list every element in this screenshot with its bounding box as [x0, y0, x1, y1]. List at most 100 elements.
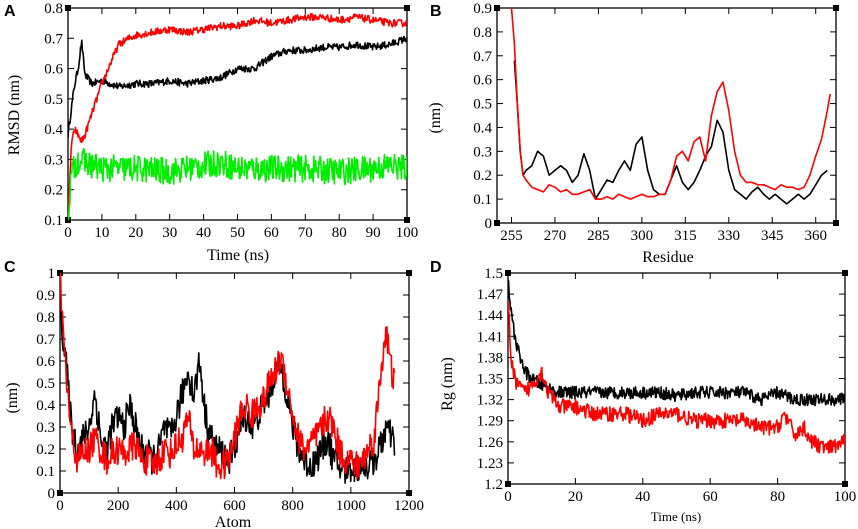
panel-d-x-axis-title: Time (ns) — [651, 509, 701, 524]
x-tick-label: 345 — [761, 228, 784, 244]
y-tick-label: 1.38 — [477, 350, 503, 366]
y-tick-label: 0.6 — [473, 73, 492, 89]
y-tick-label: 0.7 — [44, 31, 63, 47]
y-tick-label: 0 — [485, 216, 493, 232]
panel-d-plot: 0 20 40 60 80 100 1.2 1.23 1.26 1.29 1.32 1.35 1.38 1… — [477, 266, 857, 505]
panel-b-x-axis-title: Residue — [642, 249, 694, 266]
y-tick-label: 0.6 — [44, 62, 63, 78]
panel-c-label: C — [4, 259, 16, 276]
y-tick-label: 0.3 — [473, 144, 492, 160]
y-tick-label: 0.4 — [36, 398, 55, 414]
y-tick-label: 0.6 — [36, 354, 55, 370]
y-tick-label: 0.9 — [36, 288, 55, 304]
x-tick-label: 80 — [770, 489, 785, 505]
panel-a-x-axis-title: Time (ns) — [207, 247, 269, 264]
series-line-red — [508, 300, 845, 454]
y-tick-label: 0.3 — [36, 420, 55, 436]
x-tick-label: 80 — [332, 225, 347, 241]
y-tick-label: 0.8 — [44, 1, 63, 17]
x-tick-label: 30 — [162, 225, 177, 241]
series-line-black — [68, 35, 407, 139]
y-tick-label: 0.5 — [44, 92, 63, 108]
series-line-red — [60, 273, 396, 480]
y-tick-label: 1.41 — [477, 329, 503, 345]
panel-c-y-axis-title: (nm) — [4, 382, 21, 413]
y-tick-label: 0.1 — [36, 464, 55, 480]
x-tick-label: 1200 — [394, 498, 424, 514]
x-tick-label: 800 — [281, 498, 304, 514]
panel-d-label: D — [430, 259, 442, 276]
y-tick-label: 0.2 — [44, 183, 63, 199]
panel-b: B 255 270 285 300 315 330 345 360 0 0.1 0.2 0.3 0.4 0… — [427, 1, 839, 266]
panel-a-plot: 0 10 20 30 40 50 60 70 80 90 100 0.1 0.2 0.3 0.4 0.5 0.6… — [44, 1, 418, 241]
x-tick-label: 20 — [568, 489, 583, 505]
y-tick-label: 1.47 — [477, 287, 504, 303]
x-tick-label: 100 — [834, 489, 857, 505]
series-line-red — [510, 8, 831, 200]
y-tick-label: 0 — [48, 486, 56, 502]
x-tick-label: 70 — [298, 225, 313, 241]
panel-a-y-axis-title: RMSD (nm) — [6, 75, 23, 155]
y-tick-label: 0.5 — [36, 376, 55, 392]
y-tick-label: 0.5 — [473, 97, 492, 113]
x-tick-label: 600 — [223, 498, 246, 514]
y-tick-label: 0.3 — [44, 152, 63, 168]
x-tick-label: 100 — [396, 225, 419, 241]
series-line-green — [68, 147, 407, 220]
x-tick-label: 10 — [94, 225, 109, 241]
panel-b-y-axis-title: (nm) — [427, 102, 444, 133]
panel-c: C 0 200 400 600 800 1000 120000.10.20.30.40.50… — [4, 259, 424, 529]
panel-b-plot: 255 270 285 300 315 330 345 360 0 0.1 0.2 0.3 0.4 0.5… — [473, 1, 839, 244]
y-tick-label: 0.4 — [44, 122, 63, 138]
x-tick-label: 0 — [56, 498, 64, 514]
x-tick-label: 200 — [107, 498, 130, 514]
y-tick-label: 1 — [48, 266, 56, 282]
y-tick-label: 0.9 — [473, 1, 492, 17]
x-tick-label: 255 — [500, 228, 523, 244]
x-tick-label: 40 — [196, 225, 211, 241]
y-tick-label: 0.7 — [36, 332, 55, 348]
x-tick-label: 315 — [674, 228, 697, 244]
x-tick-label: 40 — [635, 489, 650, 505]
plot-frame — [67, 7, 408, 221]
series-line-black — [513, 60, 828, 205]
y-tick-label: 0.7 — [473, 49, 492, 65]
panel-d-y-axis-title: Rg (nm) — [439, 357, 456, 411]
x-tick-label: 270 — [544, 228, 567, 244]
panel-a: A 0 10 20 30 40 50 60 70 80 90 1000.10.20.30.40.50… — [4, 1, 418, 264]
y-tick-label: 0.8 — [36, 310, 55, 326]
panel-d: D 0 20 40 60 80 100 1.2 1.23 1.26 1.29 1.32 1.35 1.3… — [430, 259, 856, 524]
x-tick-label: 0 — [504, 489, 512, 505]
panel-b-label: B — [430, 3, 442, 20]
y-tick-label: 1.44 — [477, 308, 504, 324]
x-tick-label: 400 — [165, 498, 188, 514]
y-tick-label: 1.26 — [477, 435, 504, 451]
plot-frame — [496, 7, 837, 224]
y-tick-label: 0.2 — [36, 442, 55, 458]
x-tick-label: 0 — [64, 225, 72, 241]
series-line-red — [68, 12, 407, 218]
y-tick-label: 0.1 — [44, 213, 63, 229]
y-tick-label: 0.1 — [473, 192, 492, 208]
x-tick-label: 60 — [264, 225, 279, 241]
x-tick-label: 285 — [587, 228, 610, 244]
panel-a-label: A — [4, 3, 16, 20]
x-tick-label: 90 — [366, 225, 381, 241]
panel-c-plot: 0 200 400 600 800 1000 1200 0 0.1 0.2 0.3 0.4 0.5 0.6… — [36, 266, 424, 514]
x-tick-label: 20 — [128, 225, 143, 241]
x-tick-label: 1000 — [336, 498, 366, 514]
series-line-black — [508, 279, 845, 407]
x-tick-label: 360 — [804, 228, 827, 244]
y-tick-label: 1.5 — [484, 266, 503, 282]
y-tick-label: 1.29 — [477, 414, 503, 430]
y-tick-label: 0.4 — [473, 120, 492, 136]
y-tick-label: 1.32 — [477, 393, 503, 409]
x-tick-label: 60 — [703, 489, 718, 505]
plot-frame — [507, 272, 846, 485]
y-tick-label: 0.8 — [473, 25, 492, 41]
y-tick-label: 0.2 — [473, 168, 492, 184]
x-tick-label: 50 — [230, 225, 245, 241]
y-tick-label: 1.2 — [484, 477, 503, 493]
x-tick-label: 300 — [631, 228, 654, 244]
